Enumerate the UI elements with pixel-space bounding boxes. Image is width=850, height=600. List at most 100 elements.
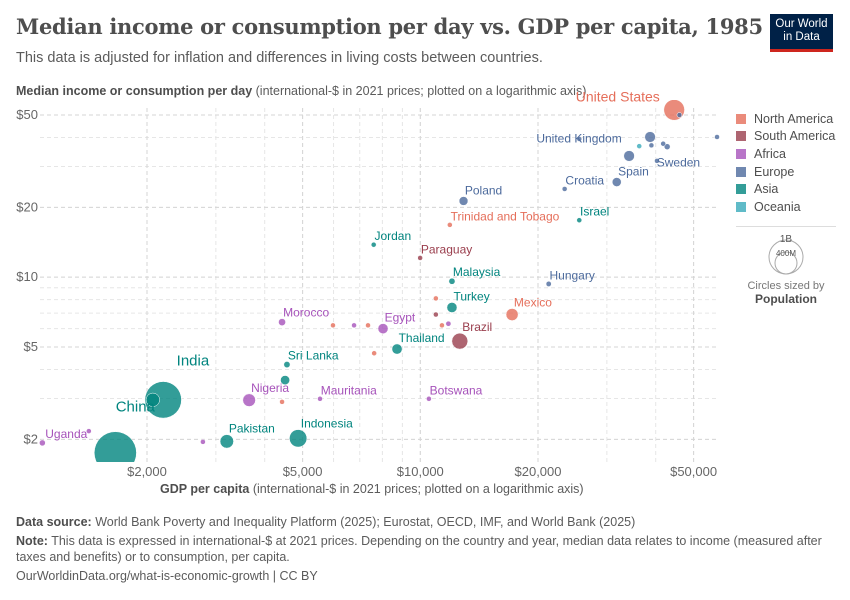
legend-item[interactable]: South America xyxy=(736,128,835,146)
point[interactable] xyxy=(445,320,452,327)
legend-label: Oceania xyxy=(754,199,801,214)
point[interactable] xyxy=(330,322,336,329)
point[interactable] xyxy=(200,439,206,445)
point[interactable] xyxy=(145,392,160,407)
point[interactable] xyxy=(351,322,357,329)
y-tick-label: $5 xyxy=(24,339,38,354)
x-tick-label: $2,000 xyxy=(127,464,167,479)
point[interactable] xyxy=(676,112,683,118)
legend-item[interactable]: Europe xyxy=(736,163,835,181)
y-tick-label: $2 xyxy=(24,431,38,446)
point-hungary[interactable] xyxy=(545,281,552,287)
point-turkey[interactable] xyxy=(446,302,458,313)
point-sweden[interactable] xyxy=(654,158,660,164)
point-mexico[interactable] xyxy=(505,308,519,321)
point[interactable] xyxy=(371,350,377,356)
point[interactable] xyxy=(660,140,666,147)
point-spain[interactable] xyxy=(611,177,622,187)
y-tick-label: $10 xyxy=(16,269,38,284)
size-legend: 1B 400M Circles sized by Population xyxy=(736,226,836,306)
point-label: Poland xyxy=(465,184,502,198)
point[interactable] xyxy=(663,143,671,150)
y-axis-label-rest: (international-$ in 2021 prices; plotted… xyxy=(252,84,587,98)
legend-swatch xyxy=(736,166,746,177)
point-sri-lanka[interactable] xyxy=(283,361,291,368)
footer: Data source: World Bank Poverty and Ineq… xyxy=(16,514,836,587)
point-label: United Kingdom xyxy=(536,132,621,146)
size-legend-small-label: 400M xyxy=(776,249,796,258)
point-israel[interactable] xyxy=(576,217,583,223)
point-label: Hungary xyxy=(549,268,594,282)
point[interactable] xyxy=(714,134,720,140)
note: Note: This data is expressed in internat… xyxy=(16,533,836,565)
legend-label: Europe xyxy=(754,164,795,179)
point-paraguay[interactable] xyxy=(417,255,423,261)
point-trinidad-and-tobago[interactable] xyxy=(447,222,453,228)
point-nigeria[interactable] xyxy=(242,393,256,407)
point-indonesia[interactable] xyxy=(289,429,308,448)
point-label: Paraguay xyxy=(421,242,472,256)
y-axis-label-bold: Median income or consumption per day xyxy=(16,84,253,98)
legend-label: Africa xyxy=(754,146,786,161)
point[interactable] xyxy=(648,142,655,149)
x-axis-label: GDP per capita (international-$ in 2021 … xyxy=(160,482,584,496)
point[interactable] xyxy=(279,399,285,405)
point-label: China xyxy=(116,399,156,416)
owid-logo[interactable]: Our World in Data xyxy=(770,14,833,52)
point[interactable] xyxy=(644,131,656,143)
x-tick-label: $5,000 xyxy=(283,464,323,479)
point[interactable] xyxy=(86,428,92,434)
legend-item[interactable]: Oceania xyxy=(736,198,835,216)
point-label: Trinidad and Tobago xyxy=(451,209,560,223)
point-pakistan[interactable] xyxy=(219,434,234,449)
size-legend-caption: Circles sized by xyxy=(747,280,825,292)
legend-label: South America xyxy=(754,129,836,144)
legend-label: North America xyxy=(754,111,834,126)
point-mauritania[interactable] xyxy=(317,396,323,402)
data-source: Data source: World Bank Poverty and Ineq… xyxy=(16,514,836,530)
y-tick-label: $20 xyxy=(16,199,38,214)
point[interactable] xyxy=(576,136,583,142)
point-label: Morocco xyxy=(283,306,329,320)
point-label: Israel xyxy=(580,205,609,219)
legend-swatch xyxy=(736,131,746,142)
point-brazil[interactable] xyxy=(451,332,469,350)
legend-item[interactable]: Africa xyxy=(736,145,835,163)
note-text: This data is expressed in international-… xyxy=(16,534,822,564)
point-united-states[interactable] xyxy=(663,100,685,121)
legend-item[interactable]: Asia xyxy=(736,180,835,198)
point[interactable] xyxy=(433,295,439,302)
point-malaysia[interactable] xyxy=(448,277,456,285)
size-legend-large-label: 1B xyxy=(780,234,793,245)
point[interactable] xyxy=(636,143,642,149)
legend-item[interactable]: North America xyxy=(736,110,835,128)
point-china[interactable] xyxy=(94,431,137,474)
point-uganda[interactable] xyxy=(39,439,46,447)
size-legend-variable: Population xyxy=(755,292,817,306)
point-label: Spain xyxy=(618,165,649,179)
point-india[interactable] xyxy=(144,381,182,419)
point-poland[interactable] xyxy=(458,196,469,206)
chart-title: Median income or consumption per day vs.… xyxy=(16,14,763,39)
point[interactable] xyxy=(365,322,371,329)
point-label: India xyxy=(177,353,210,370)
point-label: Sri Lanka xyxy=(288,348,339,362)
point-thailand[interactable] xyxy=(391,343,403,355)
point-united-kingdom[interactable] xyxy=(623,150,635,162)
point[interactable] xyxy=(433,311,439,318)
point-egypt[interactable] xyxy=(377,323,389,334)
point-jordan[interactable] xyxy=(370,241,377,248)
point-morocco[interactable] xyxy=(278,318,286,326)
point[interactable] xyxy=(280,375,290,385)
credit-link[interactable]: OurWorldinData.org/what-is-economic-grow… xyxy=(16,569,318,583)
point-botswana[interactable] xyxy=(426,396,432,402)
point-label: Croatia xyxy=(565,173,604,187)
x-axis-label-bold: GDP per capita xyxy=(160,482,250,496)
legend-swatch xyxy=(736,148,746,159)
point-croatia[interactable] xyxy=(561,186,568,192)
point[interactable] xyxy=(439,322,445,329)
y-tick-label: $50 xyxy=(16,107,38,122)
point-label: Malaysia xyxy=(453,265,501,279)
y-axis-label: Median income or consumption per day (in… xyxy=(16,84,586,98)
